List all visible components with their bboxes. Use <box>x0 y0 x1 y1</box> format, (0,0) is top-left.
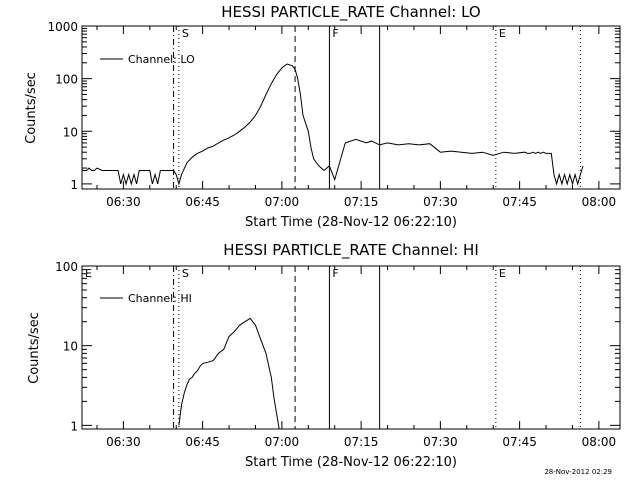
y-tick-label: 1000 <box>47 20 78 34</box>
marker-label: E <box>499 267 506 280</box>
plot-frame <box>81 25 621 190</box>
x-tick-label: 07:00 <box>265 195 300 209</box>
chart-panel-lo: HESSI PARTICLE_RATE Channel: LO Start Ti… <box>24 3 621 230</box>
axis-ticks: 06:30 06:45 07:00 07:15 07:30 07:45 08:00 1 10 10… <box>47 20 620 209</box>
x-tick-label: 07:45 <box>502 195 537 209</box>
x-tick-label: 07:30 <box>423 435 458 449</box>
plot-frame <box>81 265 621 430</box>
y-axis-label: Counts/sec <box>24 72 39 144</box>
x-tick-label: 06:30 <box>106 435 141 449</box>
x-tick-label: 07:45 <box>502 435 537 449</box>
y-tick-label: 100 <box>55 73 78 87</box>
x-tick-label: 08:00 <box>582 435 617 449</box>
x-tick-label: 06:30 <box>106 195 141 209</box>
series-line-hi <box>178 317 280 430</box>
chart-title: HESSI PARTICLE_RATE Channel: LO <box>221 3 480 22</box>
y-tick-label: 10 <box>63 125 78 139</box>
marker-label: F <box>332 267 338 280</box>
axis-ticks: 06:30 06:45 07:00 07:15 07:30 07:45 08:00 1 10 10… <box>55 260 620 449</box>
x-tick-label: 06:45 <box>185 435 220 449</box>
legend-entry: Channel: LO <box>128 53 195 66</box>
marker-label: E <box>85 267 92 280</box>
y-tick-label: 100 <box>55 260 78 274</box>
x-tick-label: 07:15 <box>344 435 379 449</box>
legend-entry: Channel: HI <box>128 292 192 305</box>
x-axis-label: Start Time (28-Nov-12 06:22:10) <box>245 455 457 470</box>
x-axis-label: Start Time (28-Nov-12 06:22:10) <box>245 215 457 230</box>
y-tick-label: 1 <box>70 419 78 433</box>
marker-label: S <box>182 27 189 40</box>
chart-title: HESSI PARTICLE_RATE Channel: HI <box>223 241 479 260</box>
x-tick-label: 07:15 <box>344 195 379 209</box>
y-axis-label: Counts/sec <box>27 312 42 384</box>
x-tick-label: 06:45 <box>185 195 220 209</box>
series-line-lo <box>82 63 584 186</box>
chart-panel-hi: HESSI PARTICLE_RATE Channel: HI Start Ti… <box>27 241 621 470</box>
x-tick-label: 08:00 <box>582 195 617 209</box>
footer-timestamp: 28-Nov-2012 02:29 <box>544 468 612 476</box>
marker-label: E <box>499 27 506 40</box>
y-tick-label: 1 <box>70 178 78 192</box>
marker-label: F <box>332 27 338 40</box>
legend: Channel: HI <box>100 292 192 305</box>
x-tick-label: 07:00 <box>265 435 300 449</box>
x-tick-label: 07:30 <box>423 195 458 209</box>
legend: Channel: LO <box>100 53 195 66</box>
y-tick-label: 10 <box>63 340 78 354</box>
marker-label: S <box>182 267 189 280</box>
